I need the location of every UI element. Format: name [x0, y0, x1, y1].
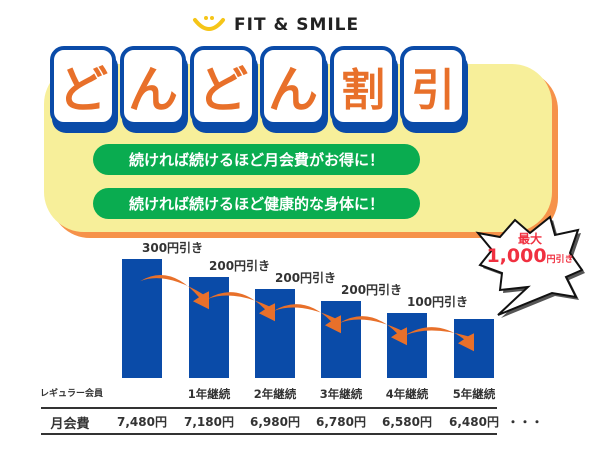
category-label: 3年継続	[319, 387, 363, 401]
fee-label: 6,480円	[449, 415, 499, 429]
fee-label: 7,180円	[184, 415, 234, 429]
brand-name: FIT & SMILE	[234, 15, 360, 35]
continuation: ・・・	[506, 415, 543, 429]
smile-icon	[193, 16, 225, 31]
discount-label: 200円引き	[209, 259, 271, 274]
title-tile: ど	[50, 46, 116, 126]
fee-label: 6,780円	[316, 415, 366, 429]
category-label: 4年継続	[385, 387, 429, 401]
starburst-badge	[475, 215, 585, 318]
tagline-health: 続ければ続けるほど健康的な身体に！	[93, 188, 420, 219]
category-label: 5年継続	[452, 387, 496, 401]
max-discount-badge: 最大 1,000円引き	[480, 230, 580, 269]
step-arrow	[207, 292, 275, 322]
fee-label: 7,480円	[117, 415, 167, 429]
title-tile: ん	[120, 46, 186, 126]
category-label: レギュラー会員	[40, 389, 104, 399]
step-arrow	[140, 274, 209, 310]
bar	[387, 313, 427, 378]
discount-label: 200円引き	[341, 283, 403, 298]
discount-label: 100円引き	[407, 295, 469, 310]
badge-suffix: 円引き	[546, 255, 574, 265]
fee-label: 6,980円	[250, 415, 300, 429]
title-tile: 引	[400, 46, 466, 126]
fee-label: 6,580円	[382, 415, 432, 429]
bar	[321, 301, 361, 378]
title-tile: ん	[260, 46, 326, 126]
step-arrow	[273, 304, 341, 334]
title-tile: 割	[330, 46, 396, 126]
bar	[122, 259, 162, 378]
table-bottom-rule	[41, 433, 497, 435]
title-tile: ど	[190, 46, 256, 126]
brand-logo: FIT & SMILE	[192, 14, 359, 36]
step-arrow	[339, 316, 407, 346]
row-label: 月会費	[50, 417, 90, 432]
discount-label: 300円引き	[142, 241, 204, 256]
badge-top: 最大	[517, 232, 542, 246]
table-top-rule	[41, 407, 497, 409]
category-label: 2年継続	[253, 387, 297, 401]
tagline-savings: 続ければ続けるほど月会費がお得に！	[93, 144, 420, 175]
discount-label: 200円引き	[275, 271, 337, 286]
badge-amount: 1,000	[486, 245, 547, 267]
step-arrow	[405, 327, 474, 352]
category-label: 1年継続	[187, 387, 231, 401]
